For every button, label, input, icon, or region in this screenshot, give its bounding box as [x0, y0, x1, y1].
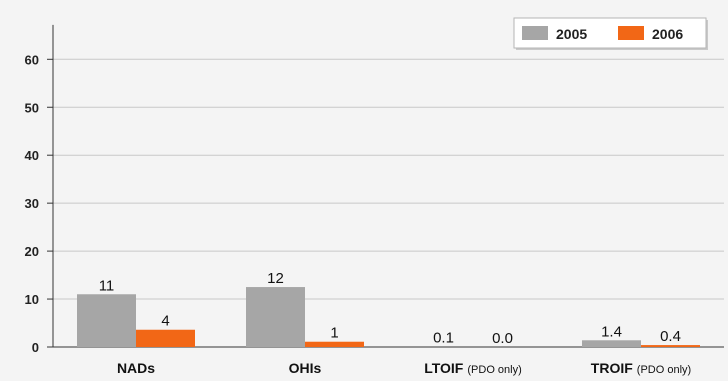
data-label-nads-2005: 11: [99, 277, 115, 294]
y-tick-label: 20: [25, 244, 39, 259]
gridlines: [53, 58, 724, 300]
y-tick-label: 40: [25, 148, 39, 163]
bars: [77, 287, 700, 347]
data-label-troif-2005: 1.4: [601, 323, 622, 340]
x-category-label-ohis: OHIs: [289, 360, 322, 376]
x-category-label-nads: NADs: [117, 360, 155, 376]
data-label-ohis-2006: 1: [330, 325, 338, 342]
legend: 2005 2006: [513, 17, 708, 50]
data-label-ltoif-2005: 0.1: [433, 330, 454, 347]
x-category-label-ltoif: LTOIF (PDO only): [424, 360, 522, 376]
bar-troif-2005: [582, 340, 641, 347]
bar-nads-2006: [136, 329, 195, 347]
legend-label-2005: 2005: [556, 26, 587, 42]
y-tick-label: 10: [25, 292, 39, 307]
labels: 0 10 20 30 40 50 60 11 4 NADs 12 1 OHIs 0.1 0.0 LTOIF (P…: [25, 52, 692, 376]
legend-swatch-2005: [522, 26, 548, 40]
bar-ohis-2005: [246, 287, 305, 347]
y-tick-label: 50: [25, 100, 39, 115]
y-tick-label: 0: [32, 340, 39, 355]
x-category-label-troif: TROIF (PDO only): [591, 360, 691, 376]
data-label-nads-2006: 4: [161, 313, 169, 330]
bar-troif-2006: [641, 345, 700, 347]
y-tick-label: 30: [25, 196, 39, 211]
bar-ohis-2006: [305, 341, 364, 347]
legend-label-2006: 2006: [652, 26, 683, 42]
bar-nads-2005: [77, 294, 136, 347]
data-label-ltoif-2006: 0.0: [492, 330, 513, 347]
data-label-troif-2006: 0.4: [660, 328, 681, 345]
y-tick-label: 60: [25, 52, 39, 67]
data-label-ohis-2005: 12: [267, 270, 284, 287]
legend-swatch-2006: [618, 26, 644, 40]
